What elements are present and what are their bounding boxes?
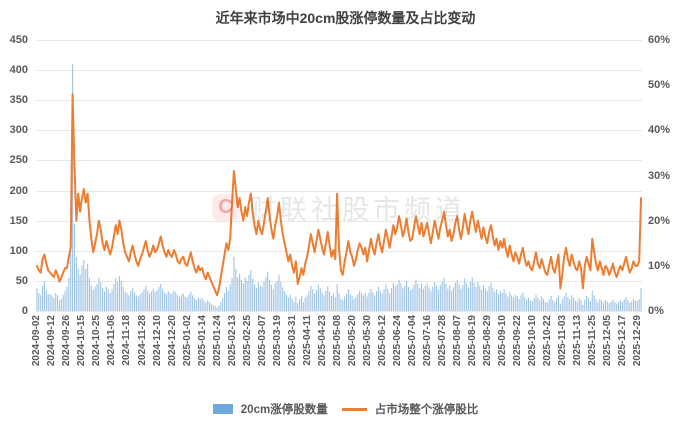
- gridline: [36, 70, 642, 72]
- left-axis-tick: 100: [9, 244, 28, 257]
- x-axis-tick: 2024-09-02: [31, 315, 43, 367]
- x-axis-tick: 2025-02-25: [241, 315, 253, 367]
- left-axis-tick: 150: [9, 214, 28, 227]
- right-axis-tick: 20%: [648, 214, 671, 227]
- left-axis-tick: 450: [9, 34, 28, 46]
- x-axis-tick: 2025-01-02: [181, 315, 193, 367]
- left-axis-tick: 200: [9, 184, 28, 197]
- x-axis-tick: 2025-09-22: [511, 315, 523, 367]
- x-axis-tick: 2025-08-19: [466, 315, 478, 367]
- x-axis-tick: 2024-12-20: [166, 315, 178, 367]
- x-axis-tick: 2025-12-17: [616, 315, 628, 367]
- plot-area: C 财联社股市频道: [36, 40, 642, 312]
- x-axis-tick: 2025-01-14: [196, 315, 208, 367]
- x-axis-tick: 2025-07-04: [406, 315, 418, 367]
- gridline: [36, 40, 642, 41]
- right-axis-tick: 10%: [648, 259, 671, 272]
- x-axis-tick: 2025-04-23: [316, 315, 328, 367]
- right-axis-tick: 60%: [648, 34, 671, 46]
- x-axis-tick: 2025-12-05: [601, 315, 613, 367]
- left-axis-tick: 400: [9, 64, 28, 77]
- right-axis-tick: 50%: [648, 79, 671, 92]
- legend-line-label: 占市场整个涨停股比: [374, 404, 479, 416]
- x-axis-tick: 2025-03-31: [286, 315, 298, 367]
- x-axis-tick: 2024-12-10: [151, 315, 163, 367]
- x-axis-tick: 2025-12-29: [631, 315, 643, 367]
- x-axis-tick: 2025-09-10: [496, 315, 508, 367]
- right-axis-tick: 30%: [648, 169, 671, 182]
- x-axis-tick: 2025-08-29: [481, 315, 493, 367]
- chart-canvas: [36, 64, 642, 311]
- x-axis-tick: 2025-03-07: [256, 315, 268, 367]
- right-axis-tick: 0%: [648, 305, 664, 317]
- x-axis-tick: 2025-02-13: [226, 315, 238, 367]
- x-axis-tick: 2024-11-28: [136, 315, 148, 366]
- x-axis-tick: 2025-06-12: [376, 315, 388, 367]
- x-axis-tick: 2024-09-12: [46, 315, 58, 367]
- left-axis-tick: 250: [9, 154, 28, 167]
- x-axis-tick: 2025-04-11: [301, 315, 313, 366]
- gridline: [36, 190, 642, 192]
- x-axis-tick: 2025-05-20: [346, 315, 358, 367]
- x-axis-tick: 2024-10-25: [91, 315, 103, 367]
- x-axis-tick: 2025-01-24: [211, 315, 223, 367]
- gridline: [36, 130, 642, 132]
- legend-line-swatch-icon: [341, 407, 367, 411]
- right-axis-tick: 40%: [648, 124, 671, 137]
- x-axis-tick: 2025-07-16: [421, 315, 433, 367]
- x-axis-tick: 2025-10-10: [526, 315, 538, 367]
- legend-bar-label: 20cm涨停股数量: [240, 404, 328, 416]
- x-axis-tick: 2025-05-30: [361, 315, 373, 367]
- x-axis-tick: 2025-03-19: [271, 315, 283, 367]
- left-axis-tick: 50: [15, 274, 28, 287]
- gridline: [36, 280, 642, 282]
- x-axis-tick: 2025-10-22: [541, 315, 553, 367]
- x-axis-tick: 2025-11-03: [556, 315, 568, 366]
- left-axis-tick: 0: [21, 305, 28, 317]
- chart-title: 近年来市场中20cm股涨停数量及占比变动: [215, 10, 476, 26]
- x-axis-tick: 2025-11-25: [586, 315, 598, 366]
- legend-bar-swatch-icon: [212, 404, 233, 414]
- legend: 20cm涨停股数量 占市场整个涨停股比: [0, 401, 691, 417]
- x-axis-tick: 2024-11-06: [106, 315, 118, 366]
- x-axis-tick: 2024-10-15: [76, 315, 88, 367]
- left-axis-tick: 300: [9, 124, 28, 137]
- x-axis-tick: 2024-11-18: [121, 315, 133, 366]
- x-axis-tick: 2024-09-26: [61, 315, 73, 367]
- x-axis-tick: 2025-11-13: [571, 315, 583, 366]
- x-axis-tick: 2025-05-08: [331, 315, 343, 367]
- gridline: [36, 100, 642, 102]
- x-axis-tick: 2025-07-28: [436, 315, 448, 367]
- gridline: [36, 311, 642, 312]
- x-axis-tick: 2025-06-24: [391, 315, 403, 367]
- gridline: [36, 160, 642, 162]
- left-axis-tick: 350: [9, 94, 28, 107]
- x-axis-tick: 2025-08-07: [451, 315, 463, 367]
